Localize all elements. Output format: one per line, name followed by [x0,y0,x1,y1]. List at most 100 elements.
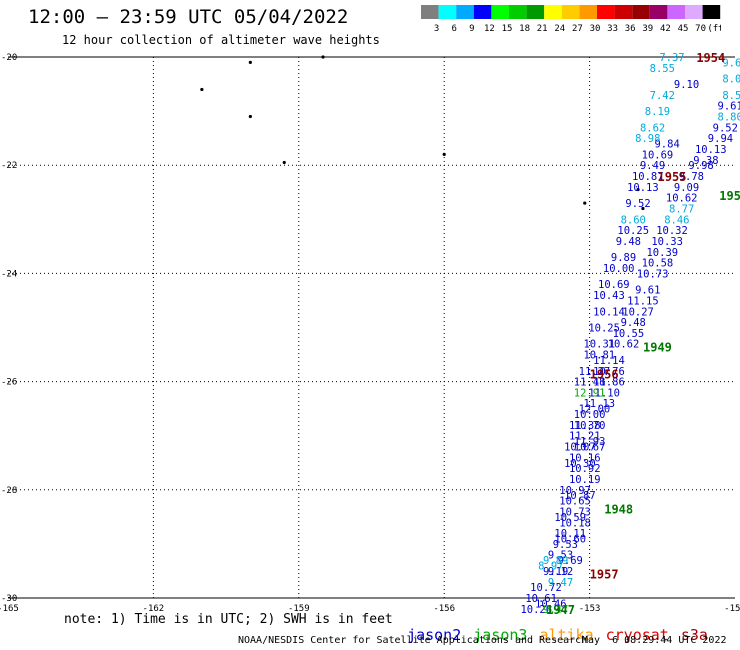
x-tick-label: -159 [288,604,310,614]
wave-height-label: 10.26 [520,604,552,616]
wave-height-label: 8.46 [664,214,689,226]
wave-height-label: 11.48 [574,377,606,389]
island-marker [248,114,252,119]
colorbar-label: 42 [660,24,671,34]
wave-height-label: 10.61 [525,593,557,605]
wave-height-label: 10.81 [583,350,615,362]
wave-height-label: 10.00 [574,409,606,421]
wave-height-label: 8.77 [669,203,694,215]
y-tick-label: -28 [1,486,17,496]
wave-height-label: 8.58 [722,90,740,102]
island-marker [282,160,286,165]
wave-height-label: 10.11 [554,528,586,540]
colorbar-swatch [438,5,457,19]
island-marker [200,87,204,92]
colorbar-swatch [579,5,597,19]
footnote: note: 1) Time is in UTC; 2) SWH is in fe… [64,612,393,627]
colorbar-swatch [649,5,668,19]
wave-height-label: 8.97 [538,561,563,573]
colorbar-label: 12 [484,24,495,34]
island-marker [641,206,645,211]
wave-height-label: 10.30 [564,458,596,470]
wave-height-label: 10.32 [656,225,688,237]
y-tick-label: -24 [1,269,17,279]
wave-height-label: 10.31 [583,339,615,351]
legend-cryosat: cryosat [605,626,669,644]
wave-height-label: 9.61 [718,101,740,113]
wave-height-label: 9.47 [543,604,568,616]
wave-height-label: 10.27 [622,306,654,318]
track-number-label: 1956 [590,367,619,381]
wave-height-label: 9.09 [674,182,699,194]
colorbar-label: 21 [537,24,548,34]
colorbar-label: 45 [678,24,689,34]
wave-height-label: 10.07 [564,442,596,454]
colorbar-swatch [702,5,721,19]
colorbar-swatch [509,5,527,19]
x-tick-label: -150 [724,604,740,614]
track-number-label: 1954 [696,51,725,65]
wave-height-label: 9.60 [722,57,740,69]
wave-height-label: 11.93 [574,436,606,448]
wave-height-label: 10.39 [646,247,678,259]
wave-height-label: 9.52 [625,198,650,210]
wave-height-label: 11.15 [627,295,659,307]
wave-height-label: 10.19 [569,474,601,486]
colorbar-swatch [561,5,580,19]
wave-height-label: 9.61 [635,285,660,297]
track-number-label: 1948 [604,503,633,517]
track-number-label: 1949 [643,340,672,354]
wave-height-label: 9.89 [543,555,568,567]
wave-height-label: 9.98 [688,160,713,172]
x-tick-label: -153 [579,604,601,614]
x-tick-label: -156 [433,604,455,614]
colorbar-label: (ft) [707,24,721,34]
wave-height-label: 10.87 [564,490,596,502]
wave-height-label: 8.80 [718,112,740,124]
colorbar-swatch [597,5,615,19]
credit-text: NOAA/NESDIS Center for Satellite Applica… [238,635,588,646]
wave-height-label: 11.38 [569,420,601,432]
wave-height-label: 10.55 [613,328,645,340]
island-marker [636,187,640,192]
wave-height-label: 11.21 [569,431,601,443]
wave-height-label: 10.70 [574,420,606,432]
wave-height-label: 10.97 [559,485,591,497]
wave-height-label: 9.48 [621,317,646,329]
wave-height-label: 8.19 [645,106,670,118]
colorbar-swatch [544,5,562,19]
legend-jason3: jason3 [473,626,528,644]
x-tick-label: -165 [0,604,19,614]
wave-height-label: 10.69 [598,279,630,291]
wave-height-label: 11.10 [588,387,620,399]
island-marker [321,55,325,59]
satellite-legend: jason2 jason3 altika cryosat s3a [389,608,720,644]
wave-height-label: 9.49 [640,160,665,172]
colorbar-label: 30 [590,24,601,34]
colorbar-label: 18 [519,24,530,34]
wave-height-label: 10.87 [632,171,664,183]
wave-height-label: 10.46 [535,598,567,610]
legend-altika: altika [539,626,594,644]
wave-height-label: 9.69 [558,555,583,567]
wave-height-label: 12.00 [579,404,611,416]
y-tick-label: -22 [1,161,17,171]
wave-height-label: 9.48 [616,236,641,248]
track-number-label: 1947 [546,603,575,617]
wave-height-label: 8.98 [635,133,660,145]
wave-height-label: 10.14 [593,306,625,318]
island-marker [583,201,587,205]
wave-height-label: 12.91 [574,387,606,399]
wave-height-label: 10.92 [569,463,601,475]
track-number-label: 1957 [590,568,619,582]
island-marker [442,152,446,156]
wave-height-label: 9.53 [553,539,578,551]
wave-height-label: 7.37 [659,52,684,64]
wave-height-label: 11.86 [593,377,625,389]
wave-height-label: 11.27 [579,366,611,378]
colorbar-label: 39 [642,24,653,34]
chart-title: 12:00 – 23:59 UTC 05/04/2022 [28,6,349,28]
colorbar-label: 36 [625,24,636,34]
